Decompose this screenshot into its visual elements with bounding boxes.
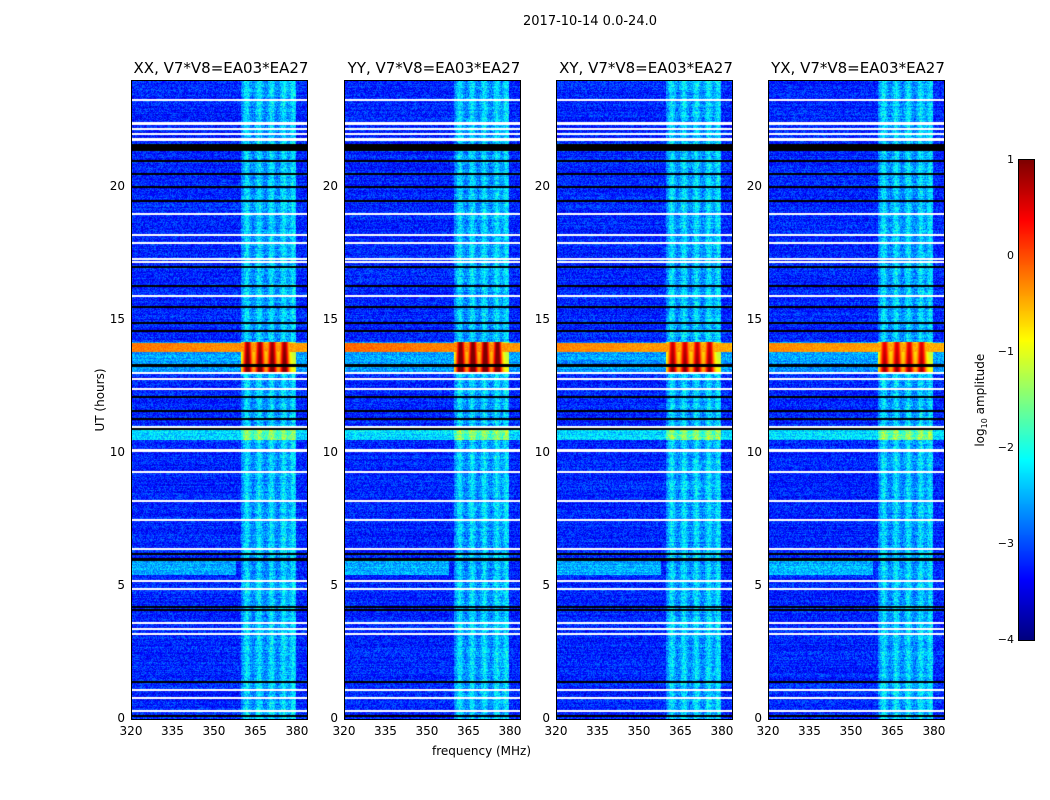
colorbar-tick-label: −2 [997,441,1014,454]
colorbar-label-tail: amplitude [972,353,987,419]
figure-title: 2017-10-14 0.0-24.0 [523,14,657,29]
colorbar [1018,159,1035,641]
x-tick-label: 365 [669,724,692,738]
y-tick-label: 10 [109,444,125,459]
colorbar-label: log10 amplitude [973,345,989,455]
x-tick-label: 335 [374,724,397,738]
x-tick-label: 350 [202,724,226,738]
colorbar-tick-label: 0 [1007,249,1014,262]
y-tick-label: 20 [534,178,550,193]
y-tick-label: 10 [534,444,550,459]
colorbar-tick-label: −3 [997,537,1014,550]
y-tick-label: 20 [746,178,762,193]
heatmap-cells [557,81,732,719]
heatmap-cells [132,81,307,719]
heatmap-cells [769,81,944,719]
heatmap-panel-2 [556,80,733,720]
x-tick-label: 365 [881,724,904,738]
x-tick-label: 380 [922,724,946,738]
y-tick-label: 5 [330,577,338,592]
heatmap-panel-1 [344,80,521,720]
x-tick-label: 335 [798,724,821,738]
y-tick-label: 15 [109,311,125,326]
heatmap-panel-3 [768,80,945,720]
x-tick-label: 320 [119,724,143,738]
x-tick-label: 320 [332,724,356,738]
panel-title: YY, V7*V8=EA03*EA27 [347,59,521,77]
x-tick-label: 350 [415,724,439,738]
x-tick-label: 335 [586,724,609,738]
x-tick-label: 350 [839,724,863,738]
y-tick-label: 20 [322,178,338,193]
y-tick-label: 0 [117,711,125,725]
y-tick-label: 15 [746,311,762,326]
panel-title: XY, V7*V8=EA03*EA27 [559,59,733,77]
x-tick-label: 320 [756,724,780,738]
colorbar-tick-label: 1 [1007,153,1014,166]
y-tick-label: 5 [542,577,550,592]
colorbar-label-sub: 10 [980,418,990,429]
y-tick-label: 5 [117,577,125,592]
x-tick-label: 350 [627,724,651,738]
x-tick-label: 335 [161,724,184,738]
y-tick-label: 0 [754,711,762,725]
y-tick-label: 0 [330,711,338,725]
y-axis-label: UT (hours) [93,368,107,432]
y-tick-label: 15 [322,311,338,326]
x-tick-label: 365 [457,724,480,738]
heatmap-panel-0 [131,80,308,720]
y-tick-label: 10 [746,444,762,459]
x-tick-label: 380 [710,724,734,738]
panel-title: XX, V7*V8=EA03*EA27 [133,59,309,77]
y-tick-label: 0 [542,711,550,725]
heatmap-cells [345,81,520,719]
colorbar-tick-label: −1 [997,345,1014,358]
x-tick-label: 320 [544,724,568,738]
colorbar-label-main: log [972,428,987,447]
panel-title: YX, V7*V8=EA03*EA27 [771,59,945,77]
x-tick-label: 380 [285,724,309,738]
x-axis-label: frequency (MHz) [432,744,532,758]
y-tick-label: 15 [534,311,550,326]
y-tick-label: 20 [109,178,125,193]
colorbar-tick-label: −4 [997,633,1014,646]
x-tick-label: 365 [244,724,267,738]
x-tick-label: 380 [498,724,522,738]
y-tick-label: 10 [322,444,338,459]
y-tick-label: 5 [754,577,762,592]
